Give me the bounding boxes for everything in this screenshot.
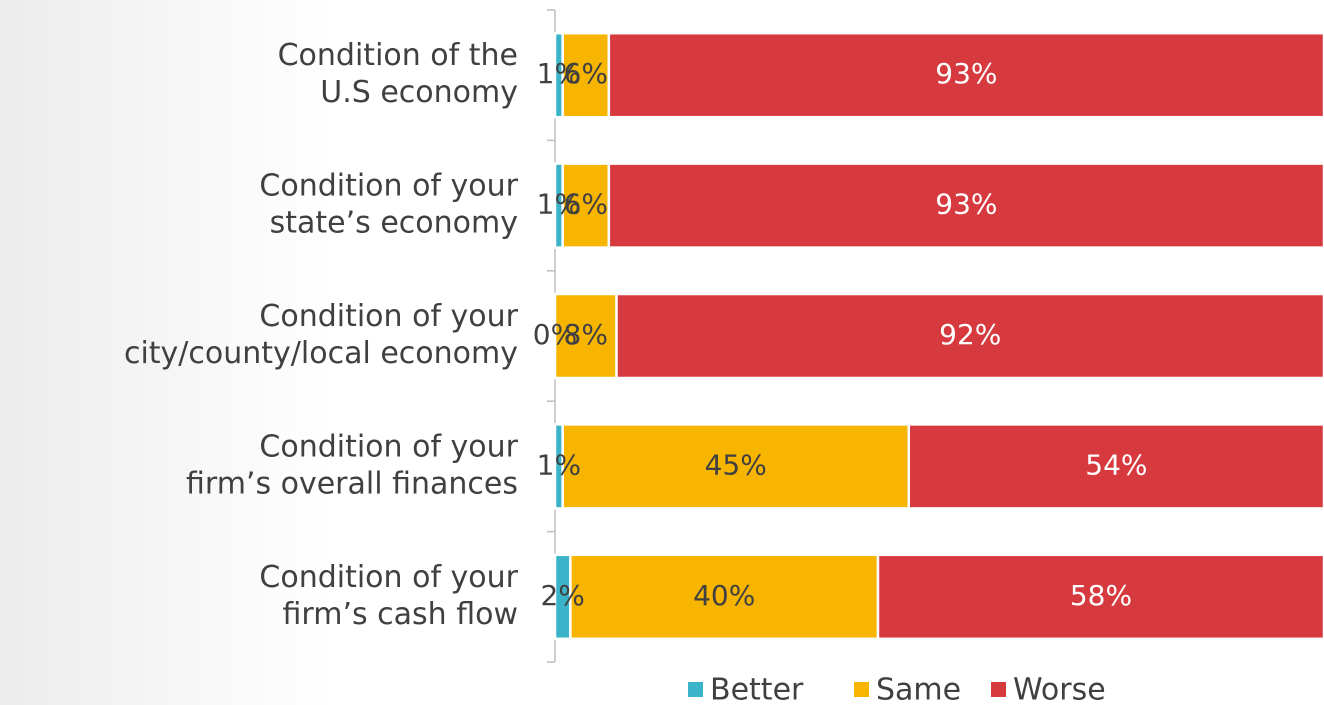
data-label: 1% (537, 57, 581, 90)
data-label: 8% (564, 318, 608, 351)
bar-segment (569, 553, 880, 641)
data-label: 54% (1085, 448, 1147, 481)
bar-segment (907, 423, 1324, 510)
category-label: U.S economy (320, 75, 518, 110)
bar-segment (607, 162, 1324, 249)
category-label: firm’s overall finances (186, 466, 518, 501)
data-label: 45% (705, 448, 767, 481)
legend-swatch (688, 682, 703, 697)
data-label: 6% (564, 188, 608, 221)
data-label: 1% (537, 188, 581, 221)
category-label: city/county/local economy (124, 336, 518, 371)
legend-label: Worse (1013, 673, 1106, 705)
bar-segment (561, 31, 611, 119)
legend-label: Better (710, 673, 804, 705)
bar-segment (876, 553, 1324, 641)
category-label: Condition of the (278, 38, 518, 73)
legend-swatch (854, 682, 869, 697)
legend-swatch (991, 682, 1006, 697)
category-label: Condition of your (259, 169, 518, 204)
category-label: Condition of your (259, 299, 518, 334)
category-label: state’s economy (270, 206, 518, 241)
data-label: 93% (935, 57, 997, 90)
category-label: Condition of your (259, 429, 518, 464)
category-label: firm’s cash flow (283, 597, 518, 632)
data-label: 40% (693, 579, 755, 612)
data-label: 6% (564, 57, 608, 90)
data-label: 92% (939, 318, 1001, 351)
data-label: 58% (1070, 579, 1132, 612)
data-label: 93% (935, 188, 997, 221)
bar-segment (615, 292, 1324, 380)
category-label: Condition of your (259, 560, 518, 595)
data-label: 0% (533, 318, 577, 351)
bar-segment (561, 162, 611, 249)
data-label: 1% (537, 448, 581, 481)
data-label: 2% (540, 579, 584, 612)
bar-segment (607, 31, 1324, 119)
legend-label: Same (876, 673, 961, 705)
